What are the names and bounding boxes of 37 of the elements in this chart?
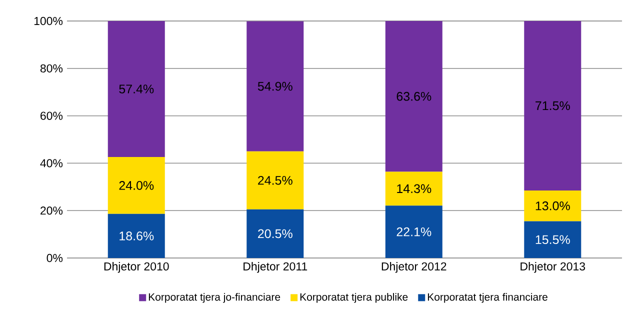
bar bbox=[246, 209, 304, 258]
data-label: 18.6% bbox=[120, 232, 154, 240]
bar bbox=[246, 21, 304, 152]
bar bbox=[385, 206, 442, 258]
data-label: 24.0% bbox=[119, 181, 154, 190]
bar bbox=[385, 172, 442, 206]
bar bbox=[108, 214, 165, 258]
legend-label: Korporatat tjera jo-financiare bbox=[148, 292, 280, 303]
y-tick-label: 0% bbox=[46, 254, 63, 262]
data-label: 20.5% bbox=[258, 229, 292, 238]
x-tick-label: Dhjetor 2010 bbox=[104, 262, 169, 273]
x-tick-label: Dhjetor 2012 bbox=[382, 262, 446, 273]
bar bbox=[108, 157, 165, 214]
x-tick-label: Dhjetor 2011 bbox=[244, 262, 308, 273]
data-label: 14.3% bbox=[397, 184, 432, 194]
bar bbox=[385, 21, 442, 172]
data-label: 57.4% bbox=[119, 84, 154, 94]
y-tick-label: 40% bbox=[40, 159, 63, 168]
y-tick-label: 20% bbox=[40, 206, 63, 215]
bar bbox=[246, 151, 304, 210]
y-tick-label: 80% bbox=[40, 64, 63, 72]
data-label: 71.5% bbox=[536, 101, 570, 110]
legend-label: Korporatat tjera financiare bbox=[428, 292, 548, 303]
data-label: 15.5% bbox=[536, 235, 570, 244]
data-label: 22.1% bbox=[396, 227, 432, 236]
data-label: 63.6% bbox=[396, 92, 432, 101]
x-tick-label: Dhjetor 2013 bbox=[520, 262, 586, 273]
bar bbox=[524, 190, 582, 222]
y-tick-label: 100% bbox=[34, 16, 63, 26]
bar bbox=[524, 21, 582, 190]
data-label: 24.5% bbox=[258, 176, 292, 185]
legend-label: Korporatat tjera publike bbox=[300, 292, 408, 303]
data-label: 54.9% bbox=[258, 82, 292, 91]
bar bbox=[108, 21, 165, 158]
data-label: 13.0% bbox=[536, 201, 570, 210]
bar bbox=[524, 221, 582, 258]
y-tick-label: 60% bbox=[40, 112, 63, 120]
